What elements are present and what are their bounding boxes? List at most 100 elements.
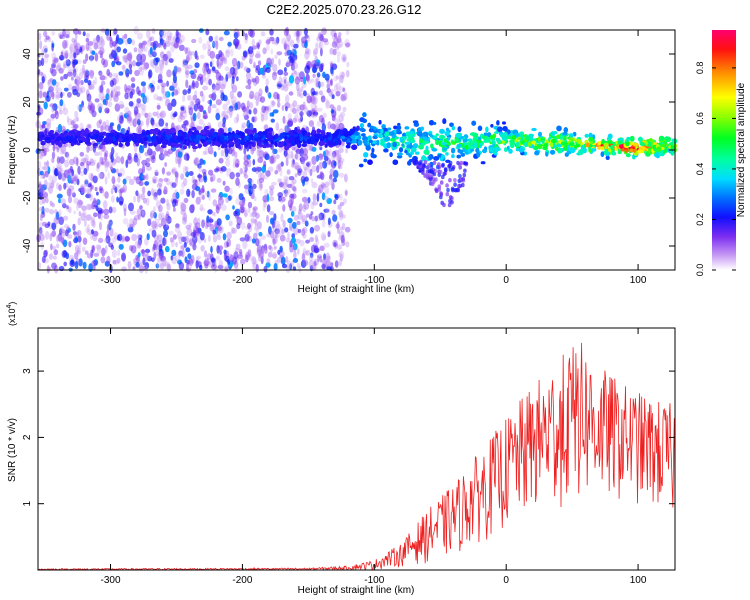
heatmap-cell (76, 247, 82, 256)
heatmap-cell (314, 224, 321, 232)
heatmap-cell (142, 197, 148, 204)
heatmap-cell (169, 32, 173, 39)
heatmap-cell (372, 135, 378, 140)
heatmap-cell (316, 107, 323, 112)
heatmap-cell (274, 37, 279, 46)
heatmap-cell (246, 100, 250, 108)
heatmap-cell (243, 147, 247, 155)
heatmap-cell (222, 193, 228, 198)
heatmap-cell (171, 98, 177, 108)
heatmap-cell (462, 138, 468, 143)
heatmap-cell (338, 258, 342, 267)
heatmap-cell (320, 95, 326, 103)
heatmap-cell (597, 146, 601, 150)
heatmap-cell (291, 47, 295, 53)
heatmap-cell (119, 200, 124, 206)
heatmap-cell (99, 221, 102, 231)
heatmap-cell (352, 126, 356, 130)
heatmap-cell (322, 112, 327, 119)
heatmap-cell (255, 212, 260, 219)
heatmap-cell (122, 48, 128, 54)
heatmap-cell (173, 65, 179, 73)
heatmap-cell (302, 104, 307, 110)
heatmap-cell (319, 245, 325, 252)
heatmap-cell (175, 191, 180, 200)
heatmap-cell (154, 221, 159, 231)
heatmap-cell (304, 176, 309, 182)
heatmap-cell (150, 59, 157, 69)
heatmap-cell (144, 112, 149, 118)
heatmap-cell (227, 127, 232, 133)
heatmap-cell (296, 89, 302, 97)
heatmap-cell (182, 217, 187, 225)
heatmap-cell (424, 173, 429, 178)
heatmap-cell (76, 117, 79, 122)
heatmap-cell (72, 179, 78, 185)
heatmap-cell (229, 187, 233, 195)
heatmap-cell (56, 156, 61, 164)
heatmap-cell (305, 249, 311, 256)
heatmap-cell (239, 251, 243, 257)
heatmap-cell (263, 243, 268, 251)
heatmap-cell (264, 153, 270, 161)
heatmap-cell (44, 207, 50, 213)
heatmap-cell (196, 125, 203, 130)
heatmap-cell (56, 234, 59, 243)
heatmap-cell (162, 53, 168, 62)
heatmap-cell (339, 211, 344, 221)
heatmap-cell (154, 195, 159, 201)
heatmap-cell (85, 250, 89, 255)
heatmap-cell (412, 143, 419, 149)
heatmap-cell (558, 135, 565, 139)
heatmap-cell (50, 88, 54, 96)
heatmap-cell (321, 258, 328, 265)
heatmap-cell (462, 172, 467, 178)
heatmap-cell (109, 39, 114, 48)
heatmap-cell (290, 183, 296, 191)
heatmap-cell (49, 85, 55, 90)
heatmap-cell (171, 182, 177, 189)
heatmap-cell (87, 79, 92, 86)
heatmap-cell (77, 229, 82, 237)
heatmap-cell (158, 153, 165, 161)
heatmap-cell (40, 188, 46, 198)
heatmap-cell (160, 197, 166, 204)
heatmap-cell (104, 125, 110, 132)
heatmap-cell (165, 35, 169, 45)
heatmap-cell (288, 91, 294, 96)
heatmap-cell (75, 48, 80, 56)
heatmap-cell (117, 124, 121, 132)
heatmap-cell (296, 248, 300, 255)
heatmap-cell (504, 147, 508, 152)
heatmap-cell (94, 199, 98, 205)
heatmap-cell (301, 214, 308, 223)
heatmap-cell (315, 238, 320, 246)
heatmap-cell (166, 262, 171, 270)
heatmap-cell (71, 76, 74, 81)
heatmap-cell (319, 202, 323, 208)
heatmap-cell (284, 44, 290, 52)
heatmap-cell (306, 139, 311, 143)
heatmap-cell (46, 160, 49, 169)
heatmap-cell (242, 196, 246, 204)
heatmap-cell (108, 206, 113, 214)
heatmap-cell (272, 71, 278, 76)
heatmap-cell (206, 40, 211, 47)
heatmap-cell (249, 58, 253, 65)
heatmap-cell (195, 233, 201, 238)
heatmap-cell (82, 59, 87, 64)
heatmap-cell (52, 59, 56, 67)
heatmap-cell (194, 137, 200, 143)
heatmap-cell (200, 54, 205, 59)
heatmap-cell (207, 44, 212, 52)
heatmap-cell (319, 255, 323, 263)
heatmap-cell (252, 159, 256, 166)
heatmap-cell (78, 210, 82, 217)
heatmap-cell (136, 98, 141, 104)
heatmap-cell (228, 105, 234, 112)
heatmap-cell (203, 258, 210, 267)
heatmap-cell (88, 69, 95, 77)
heatmap-cell (125, 73, 129, 78)
heatmap-cell (314, 78, 318, 88)
heatmap-cell (114, 141, 119, 146)
